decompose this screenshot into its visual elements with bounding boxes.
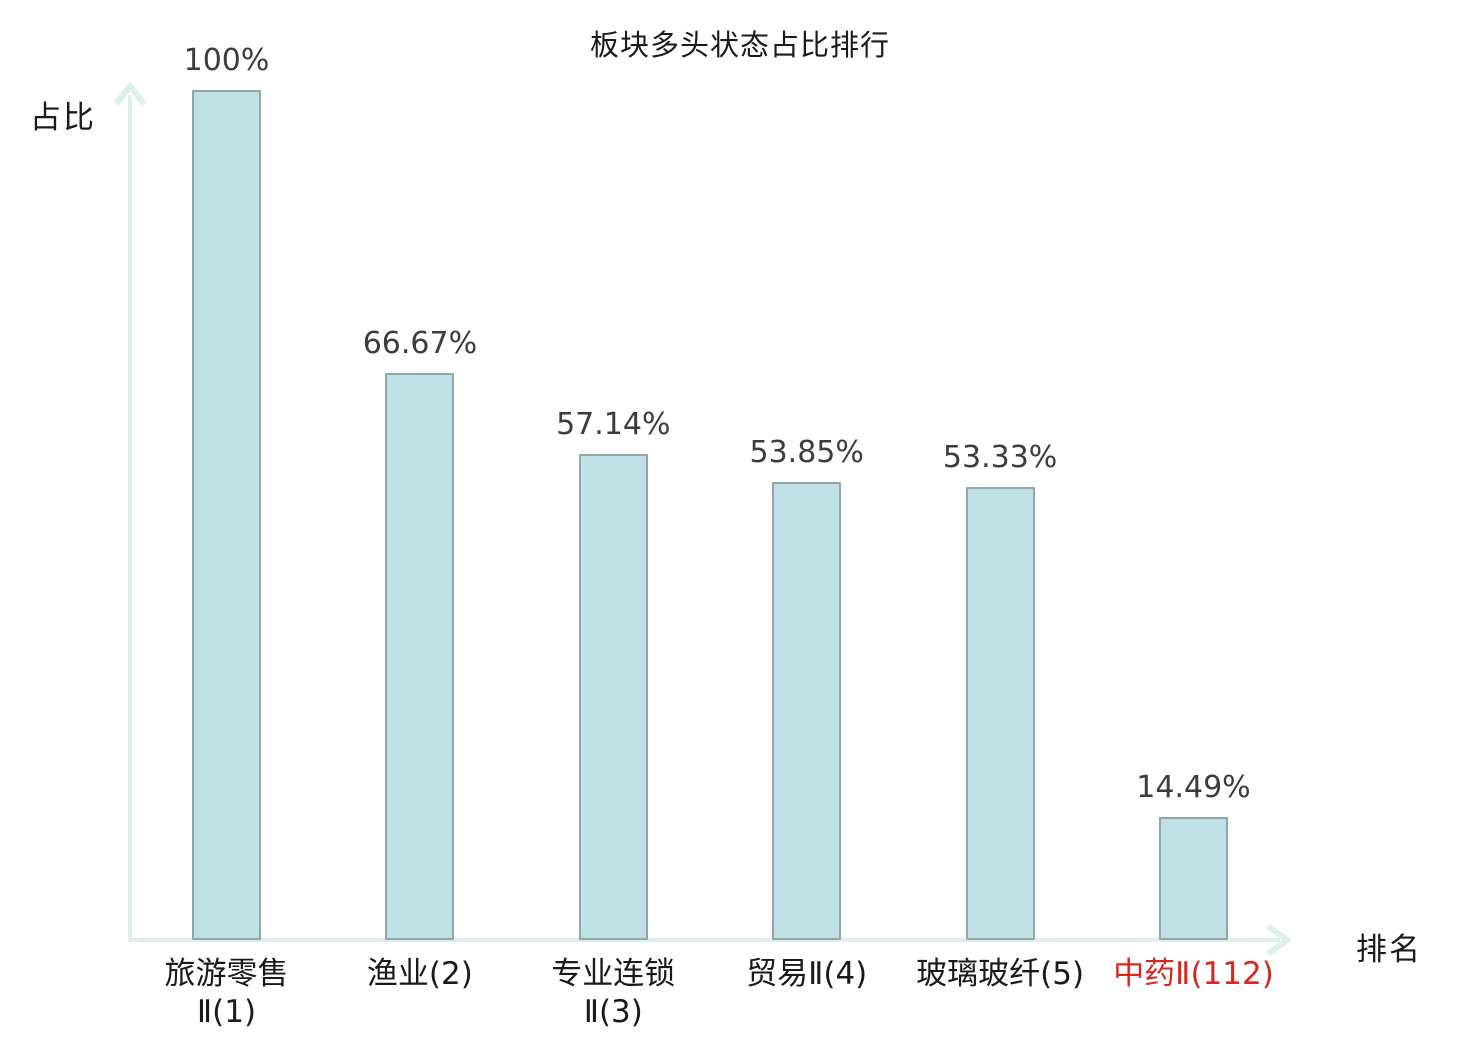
bar xyxy=(192,90,261,940)
category-label-line: 贸易Ⅱ(4) xyxy=(746,956,868,992)
bar-value-label: 53.33% xyxy=(942,439,1058,475)
bar-value-label: 66.67% xyxy=(362,326,478,362)
category-label: 玻璃玻纤(5) xyxy=(880,955,1120,993)
category-label: 渔业(2) xyxy=(300,955,540,993)
bar xyxy=(385,373,455,940)
category-label-line: 旅游零售 xyxy=(164,956,289,992)
bar-value-label: 14.49% xyxy=(1136,769,1251,805)
y-axis-arrow-icon xyxy=(113,81,147,106)
category-label-line: 专业连锁 xyxy=(551,956,676,992)
category-label-line: Ⅱ(3) xyxy=(583,994,643,1030)
category-label: 中药Ⅱ(112) xyxy=(1074,955,1314,993)
bar-value-label: 57.14% xyxy=(556,407,671,443)
category-label: 专业连锁 Ⅱ(3) xyxy=(493,955,733,1031)
category-label-line: Ⅱ(1) xyxy=(196,994,257,1030)
y-axis-label: 占比 xyxy=(30,100,96,136)
category-label-line: 中药Ⅱ(112) xyxy=(1113,956,1274,992)
category-label: 旅游零售 Ⅱ(1) xyxy=(107,955,347,1031)
bar-value-label: 100% xyxy=(183,43,270,78)
category-label-line: 玻璃玻纤(5) xyxy=(916,956,1085,992)
bar-value-label: 53.85% xyxy=(749,435,864,471)
bar xyxy=(965,486,1035,940)
bar xyxy=(1159,816,1228,940)
category-label-line: 渔业(2) xyxy=(366,956,473,992)
bar xyxy=(772,482,842,940)
x-axis-label: 排名 xyxy=(1356,932,1422,968)
x-axis-arrow-icon xyxy=(1266,923,1293,957)
bar xyxy=(578,454,648,940)
category-label: 贸易Ⅱ(4) xyxy=(687,955,927,993)
chart-title: 板块多头状态占比排行 xyxy=(589,28,890,62)
